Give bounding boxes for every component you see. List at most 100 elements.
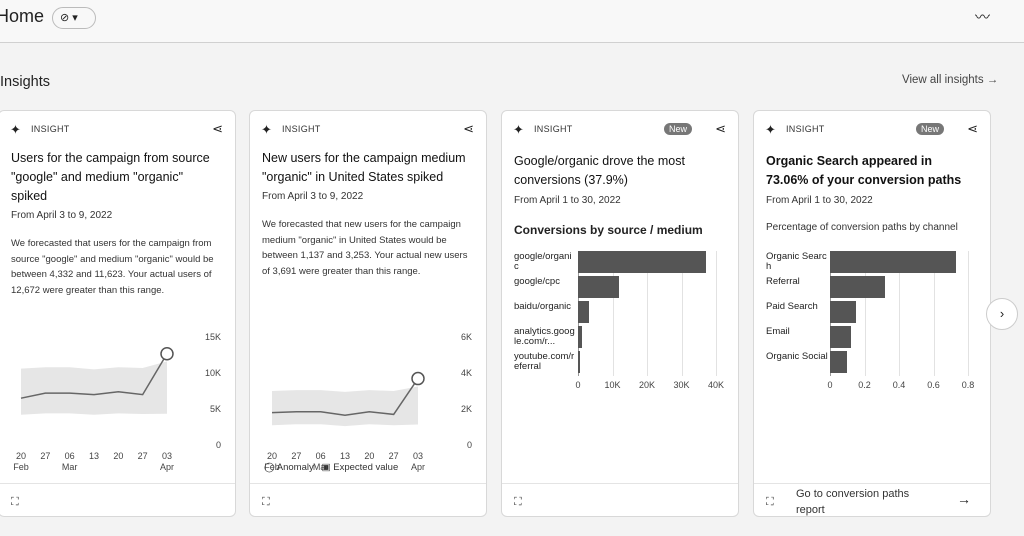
expand-icon[interactable]: ⛶ bbox=[514, 496, 522, 508]
sparkle-icon: ✦ bbox=[261, 122, 272, 137]
status-pill[interactable]: ⊘ ▾ bbox=[52, 7, 96, 29]
x-tick-label: 0 bbox=[827, 380, 833, 390]
x-tick-label: 20 bbox=[113, 451, 123, 461]
y-tick-label: 15K bbox=[205, 332, 221, 342]
x-tick-label: 27 bbox=[389, 451, 399, 461]
new-badge: New bbox=[663, 123, 692, 135]
page-title: Home bbox=[0, 6, 45, 26]
grid-line bbox=[647, 251, 648, 376]
actual-line bbox=[20, 353, 168, 399]
view-all-text[interactable]: View all insights bbox=[902, 74, 984, 86]
card-date: From April 1 to 30, 2022 bbox=[766, 195, 873, 206]
anomaly-point bbox=[160, 347, 174, 361]
expand-icon[interactable]: ⛶ bbox=[766, 496, 774, 508]
share-icon[interactable]: ⋖ bbox=[967, 121, 978, 136]
share-icon[interactable]: ⋖ bbox=[463, 121, 474, 136]
card-date: From April 1 to 30, 2022 bbox=[514, 195, 621, 206]
expected-band bbox=[21, 361, 167, 415]
sparkle-icon: ✦ bbox=[10, 122, 21, 137]
legend: ◯ Anomaly ▣ Expected value bbox=[264, 462, 399, 473]
x-tick-label: 20K bbox=[638, 380, 656, 390]
category-label: Organic Social bbox=[766, 351, 828, 362]
x-tick-label: 13 bbox=[340, 451, 350, 461]
x-tick-label: 03 bbox=[162, 451, 172, 461]
card-date: From April 3 to 9, 2022 bbox=[11, 210, 113, 221]
card-title: New users for the campaign medium "organ… bbox=[262, 151, 466, 184]
x-tick-label: 27 bbox=[291, 451, 301, 461]
view-all-link[interactable]: View all insights → bbox=[902, 74, 999, 86]
divider bbox=[502, 483, 738, 484]
header: Home ⊘ ▾ 〰 bbox=[0, 0, 1024, 43]
bar bbox=[578, 251, 706, 273]
bar bbox=[578, 326, 582, 348]
card-date: From April 3 to 9, 2022 bbox=[262, 191, 364, 202]
category-label: Paid Search bbox=[766, 301, 818, 312]
grid-line bbox=[716, 251, 717, 376]
x-tick-label: 20 bbox=[16, 451, 26, 461]
card-description: We forecasted that users for the campaig… bbox=[11, 238, 214, 296]
legend-expected: Expected value bbox=[333, 462, 399, 473]
category-label: google/cpc bbox=[514, 276, 560, 287]
divider bbox=[250, 483, 486, 484]
x-tick-label: 13 bbox=[89, 451, 99, 461]
card-title: Google/organic drove the most conversion… bbox=[514, 154, 685, 187]
expand-icon[interactable]: ⛶ bbox=[11, 496, 19, 508]
grid-line bbox=[864, 251, 866, 376]
chart-title: Conversions by source / medium bbox=[514, 223, 703, 237]
actual-line bbox=[271, 378, 419, 417]
bar bbox=[578, 301, 589, 323]
insights-icon[interactable]: 〰 bbox=[975, 9, 991, 26]
anomaly-point bbox=[411, 371, 425, 386]
category-label: baidu/organic bbox=[514, 301, 572, 312]
x-tick-label: Feb bbox=[264, 462, 280, 472]
card-label: INSIGHT bbox=[786, 124, 825, 134]
x-tick-label: Mar bbox=[313, 462, 329, 472]
footer-link[interactable]: Go to conversion paths report bbox=[796, 488, 910, 516]
category-label: analytics.google.com/r... bbox=[514, 326, 575, 347]
x-tick-label: 27 bbox=[40, 451, 50, 461]
y-tick-label: 0 bbox=[467, 440, 472, 450]
bar bbox=[830, 276, 886, 298]
x-tick-label: 0.2 bbox=[858, 380, 871, 390]
x-tick-label: 06 bbox=[65, 451, 75, 461]
x-tick-label: 27 bbox=[138, 451, 148, 461]
y-tick-label: 4K bbox=[461, 368, 472, 378]
new-badge: New bbox=[915, 123, 944, 135]
insight-card: ✦ INSIGHT New ⋖ Google/organic drove the… bbox=[501, 110, 739, 517]
share-icon[interactable]: ⋖ bbox=[212, 121, 223, 136]
x-tick-label: Apr bbox=[411, 462, 425, 472]
x-tick-label: 10K bbox=[604, 380, 621, 390]
bar bbox=[578, 276, 619, 298]
bar-chart: 0 10K 20K 30K 40K google/organic google/cpc bai… bbox=[502, 251, 738, 401]
x-tick-label: 06 bbox=[316, 451, 326, 461]
legend-anomaly: Anomaly bbox=[276, 462, 314, 473]
bar bbox=[830, 351, 848, 373]
x-tick-label: Apr bbox=[160, 462, 174, 472]
y-tick-label: 10K bbox=[205, 368, 221, 378]
share-icon[interactable]: ⋖ bbox=[715, 121, 726, 136]
grid-line bbox=[899, 251, 900, 376]
insight-card: ✦ INSIGHT ⋖ New users for the campaign m… bbox=[249, 110, 487, 517]
footer-arrow[interactable]: → bbox=[957, 491, 971, 507]
category-label: google/organic bbox=[514, 251, 572, 272]
y-tick-label: 5K bbox=[210, 404, 221, 414]
y-tick-label: 2K bbox=[461, 404, 472, 414]
category-label: Email bbox=[766, 326, 790, 337]
x-tick-label: 0.4 bbox=[892, 380, 906, 390]
x-tick-label: 30K bbox=[673, 380, 690, 390]
x-tick-label: 20 bbox=[267, 451, 277, 461]
expected-band bbox=[272, 386, 418, 427]
expand-icon[interactable]: ⛶ bbox=[262, 496, 270, 508]
x-tick-label: Feb bbox=[13, 462, 29, 472]
bar bbox=[830, 326, 851, 348]
x-tick-label: 0 bbox=[575, 380, 581, 390]
next-button[interactable]: › bbox=[986, 298, 1018, 330]
category-label: youtube.com/referral bbox=[514, 351, 575, 372]
grid-line bbox=[933, 251, 935, 376]
card-description: We forecasted that new users for the cam… bbox=[262, 219, 468, 277]
grid-line bbox=[612, 251, 614, 376]
x-tick-label: 03 bbox=[413, 451, 423, 461]
